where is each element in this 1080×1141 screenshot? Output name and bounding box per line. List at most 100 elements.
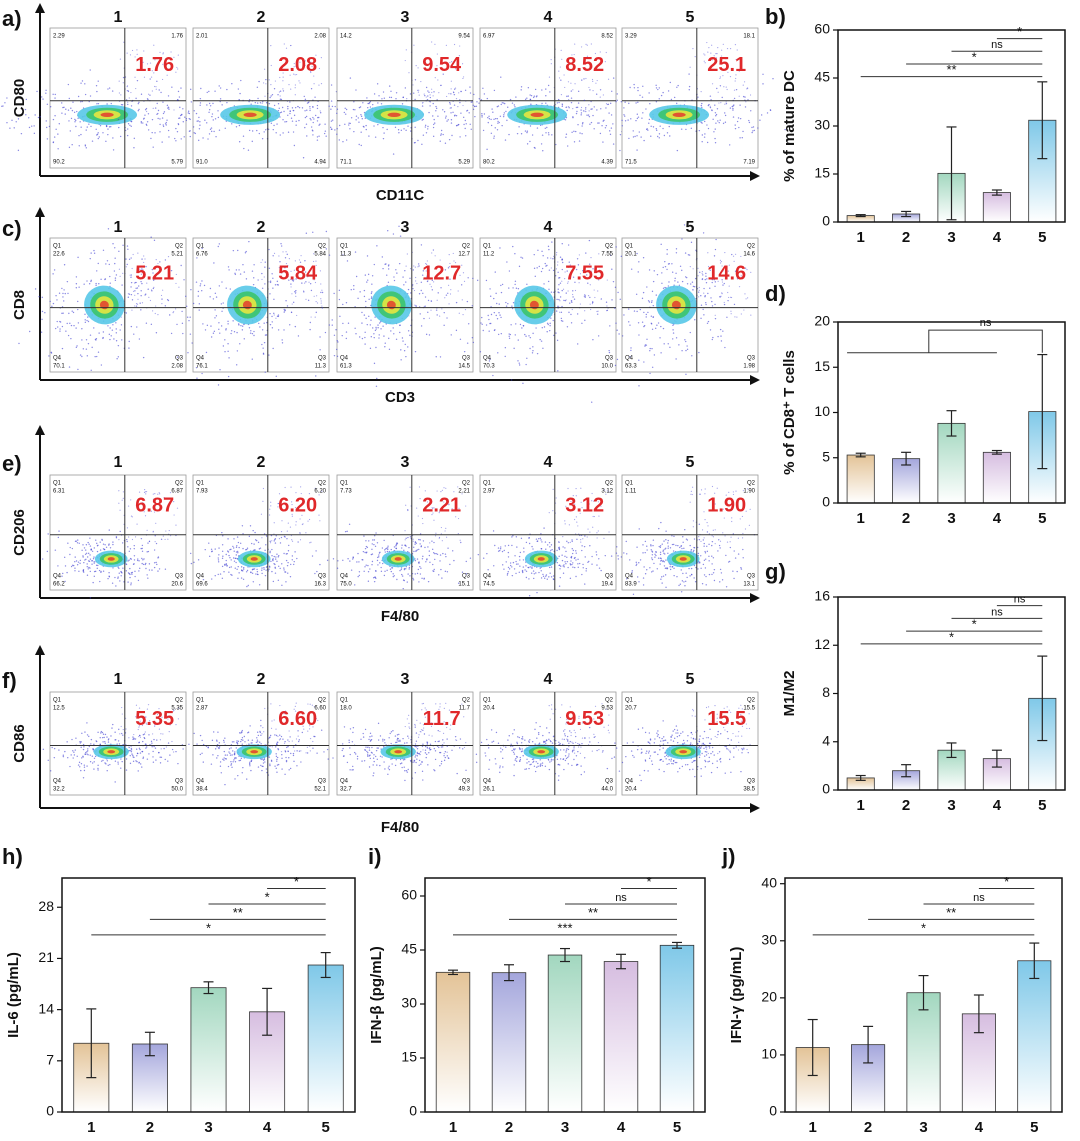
event-dot bbox=[542, 150, 544, 152]
event-dot bbox=[359, 291, 361, 293]
event-dot bbox=[637, 116, 640, 118]
event-dot bbox=[701, 141, 703, 143]
event-dot bbox=[667, 285, 670, 287]
event-dot bbox=[378, 322, 381, 324]
event-dot bbox=[154, 132, 156, 134]
event-dot bbox=[265, 566, 268, 568]
event-dot bbox=[545, 88, 547, 90]
event-dot bbox=[564, 119, 567, 121]
event-dot bbox=[378, 95, 380, 97]
event-dot bbox=[300, 255, 302, 257]
event-dot bbox=[269, 96, 271, 99]
event-dot bbox=[355, 275, 358, 278]
event-dot bbox=[131, 516, 133, 518]
event-dot bbox=[409, 536, 412, 538]
event-dot bbox=[251, 332, 254, 335]
event-dot bbox=[138, 101, 140, 104]
event-dot bbox=[548, 76, 551, 78]
event-dot bbox=[702, 563, 705, 566]
event-dot bbox=[128, 559, 130, 561]
event-dot bbox=[607, 103, 610, 106]
event-dot bbox=[262, 500, 264, 502]
event-dot bbox=[528, 537, 530, 539]
event-dot bbox=[166, 104, 168, 107]
event-dot bbox=[629, 324, 631, 326]
event-dot bbox=[92, 558, 95, 560]
event-dot bbox=[102, 548, 105, 550]
event-dot bbox=[71, 310, 73, 312]
event-dot bbox=[560, 79, 562, 81]
event-dot bbox=[79, 559, 82, 562]
event-dot bbox=[498, 303, 500, 305]
event-dot bbox=[75, 327, 77, 329]
event-dot bbox=[508, 337, 511, 339]
event-dot bbox=[503, 112, 506, 114]
event-dot bbox=[564, 278, 566, 280]
event-dot bbox=[547, 323, 549, 326]
event-dot bbox=[576, 538, 578, 541]
event-dot bbox=[671, 271, 674, 273]
event-dot bbox=[236, 568, 238, 571]
event-dot bbox=[401, 575, 404, 577]
event-dot bbox=[422, 118, 424, 121]
event-dot bbox=[648, 92, 650, 94]
event-dot bbox=[323, 132, 326, 135]
quadrant-name: Q4 bbox=[483, 356, 492, 362]
event-dot bbox=[225, 559, 227, 562]
quadrant-value: 70.1 bbox=[53, 364, 65, 370]
event-dot bbox=[579, 132, 581, 134]
event-dot bbox=[734, 316, 736, 318]
event-dot bbox=[559, 66, 561, 68]
event-dot bbox=[374, 570, 377, 572]
event-dot bbox=[108, 544, 110, 546]
event-dot bbox=[261, 102, 263, 104]
event-dot bbox=[733, 550, 735, 552]
event-dot bbox=[446, 95, 448, 98]
event-dot bbox=[458, 312, 460, 314]
event-dot bbox=[140, 537, 143, 540]
event-dot bbox=[268, 514, 271, 516]
event-dot bbox=[142, 118, 145, 120]
event-dot bbox=[657, 557, 660, 559]
quadrant-value: 7.73 bbox=[340, 489, 352, 495]
quadrant-name: Q2 bbox=[462, 244, 471, 250]
event-dot bbox=[424, 94, 426, 97]
event-dot bbox=[566, 109, 568, 112]
event-dot bbox=[108, 263, 110, 266]
event-dot bbox=[525, 570, 528, 572]
event-dot bbox=[310, 119, 312, 121]
event-dot bbox=[529, 347, 531, 350]
event-dot bbox=[118, 250, 120, 253]
event-dot bbox=[99, 125, 102, 127]
event-dot bbox=[48, 355, 50, 357]
event-dot bbox=[56, 299, 58, 301]
event-dot bbox=[659, 553, 662, 556]
event-dot bbox=[313, 295, 315, 297]
event-dot bbox=[703, 574, 706, 576]
event-dot bbox=[412, 284, 414, 286]
event-dot bbox=[707, 292, 709, 295]
event-dot bbox=[469, 86, 471, 88]
event-dot bbox=[571, 548, 573, 550]
panel-label: a) bbox=[2, 6, 22, 31]
event-dot bbox=[550, 63, 552, 65]
event-dot bbox=[507, 571, 509, 573]
event-dot bbox=[240, 79, 242, 82]
event-dot bbox=[766, 112, 769, 114]
event-dot bbox=[39, 116, 41, 118]
event-dot bbox=[253, 543, 255, 545]
event-dot bbox=[556, 102, 559, 104]
event-dot bbox=[701, 134, 704, 136]
event-dot bbox=[76, 564, 79, 566]
event-dot bbox=[676, 149, 679, 152]
event-dot bbox=[645, 313, 648, 316]
event-dot bbox=[558, 77, 561, 79]
event-dot bbox=[529, 336, 532, 339]
event-dot bbox=[170, 269, 173, 272]
event-dot bbox=[177, 90, 180, 93]
event-dot bbox=[641, 117, 643, 119]
event-dot bbox=[630, 118, 632, 120]
event-dot bbox=[714, 248, 717, 251]
event-dot bbox=[145, 567, 147, 570]
event-dot bbox=[742, 84, 744, 86]
